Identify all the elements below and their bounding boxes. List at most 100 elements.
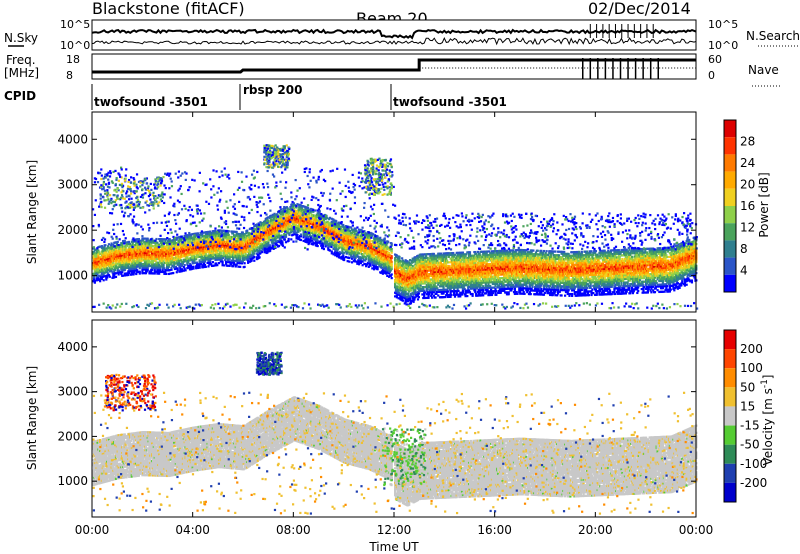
power-cell (269, 246, 272, 249)
power-cell (105, 278, 108, 281)
power-cell (216, 233, 219, 236)
power-cell (248, 256, 251, 260)
power-cell (202, 231, 206, 234)
power-cell (125, 255, 128, 259)
power-cell (401, 299, 405, 302)
power-cell (171, 261, 174, 264)
power-cell (173, 238, 176, 242)
nsearch-tick-top: 10^5 (708, 18, 738, 31)
power-cell (245, 255, 248, 258)
power-cell (131, 242, 134, 245)
power-cell (103, 249, 106, 253)
power-cell (271, 226, 274, 229)
power-cell (136, 265, 140, 268)
power-cell (173, 260, 176, 263)
power-cell (105, 251, 108, 254)
power-cell (111, 267, 114, 270)
power-cell (141, 243, 144, 246)
power-cell (217, 258, 220, 261)
power-cell (161, 267, 164, 270)
power-cell (102, 268, 105, 271)
nsearch-tick-bottom: 10^0 (708, 39, 738, 52)
power-cell (195, 252, 198, 255)
power-cell (160, 270, 163, 274)
power-cell (162, 254, 165, 257)
power-cell (100, 277, 104, 280)
power-cell (92, 278, 96, 281)
power-cell (232, 243, 235, 246)
power-cell (165, 265, 169, 268)
power-cell (268, 235, 271, 238)
power-cell (110, 251, 113, 254)
power-cell (228, 257, 231, 260)
power-cell (173, 244, 177, 247)
power-cell (124, 246, 127, 250)
power-cell (271, 213, 274, 216)
power-cell (230, 261, 233, 264)
power-cell (107, 243, 111, 246)
power-cell (203, 251, 207, 254)
power-cell (104, 271, 107, 274)
power-cell (113, 276, 116, 279)
power-cell (104, 269, 107, 272)
power-cell (227, 259, 230, 262)
power-cell (146, 263, 149, 266)
power-cell (217, 262, 221, 265)
power-cell (176, 269, 179, 272)
power-cell (253, 237, 256, 241)
power-cell (224, 258, 227, 262)
power-cell (176, 236, 179, 239)
power-cell (255, 239, 259, 242)
power-cell (135, 241, 138, 245)
power-cell (177, 239, 180, 243)
power-cell (140, 241, 143, 244)
power-cell (151, 272, 155, 275)
power-cell (233, 250, 237, 253)
power-cell (247, 232, 251, 235)
power-cell (255, 248, 259, 252)
power-cell (114, 246, 118, 249)
power-cell (189, 249, 192, 253)
power-cell (189, 257, 192, 260)
power-cell (186, 267, 189, 270)
power-cell (242, 235, 245, 238)
power-cell (165, 260, 168, 263)
power-cell (254, 233, 258, 236)
power-cell (96, 257, 99, 260)
power-cell (254, 242, 257, 245)
power-cell (280, 221, 283, 224)
power-cell (194, 236, 197, 239)
power-cell (180, 239, 183, 242)
power-cell (227, 233, 230, 236)
power-cell (227, 255, 230, 258)
power-cell (103, 246, 106, 249)
power-cell (176, 267, 179, 270)
power-cell (255, 245, 259, 248)
power-cell (191, 254, 194, 258)
power-cell (140, 263, 143, 266)
power-cell (114, 275, 118, 278)
power-cell (260, 238, 263, 242)
power-cell (96, 251, 99, 254)
power-cell (200, 257, 203, 260)
power-cell (230, 248, 233, 251)
power-cell (123, 248, 126, 252)
power-cell (281, 219, 284, 222)
cpid-label: CPID (4, 89, 36, 103)
power-cell (151, 245, 154, 248)
power-cell (141, 270, 144, 273)
power-cell (267, 241, 270, 244)
power-cell (141, 253, 144, 257)
power-cell (248, 255, 251, 258)
power-cell (266, 240, 269, 243)
power-cell (168, 269, 171, 272)
power-cell (255, 227, 259, 230)
power-cell (142, 257, 145, 260)
power-cell (169, 259, 172, 262)
power-cell (121, 265, 125, 268)
power-cell (132, 262, 135, 265)
power-cell (390, 247, 393, 251)
power-cell (221, 260, 224, 263)
